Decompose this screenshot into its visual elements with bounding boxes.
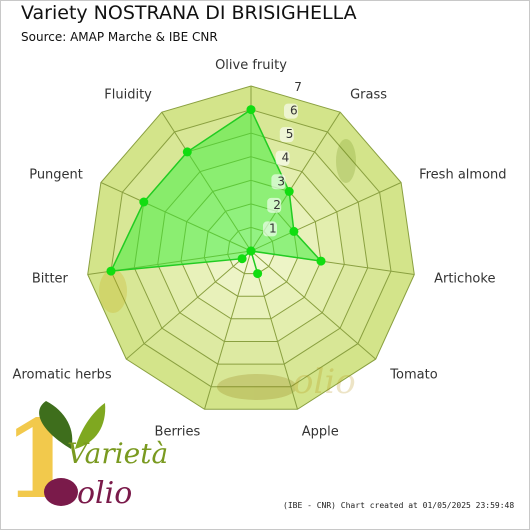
chart-subtitle: Source: AMAP Marche & IBE CNR [21, 30, 218, 44]
tick-label-bg [279, 127, 294, 143]
leaf-left-icon [39, 401, 73, 449]
tick-label: 7 [294, 80, 302, 94]
data-point [182, 147, 192, 157]
axis-label: Apple [302, 424, 339, 439]
logo-word-top: Varietà [67, 437, 168, 470]
axis-label: Fluidity [104, 88, 152, 103]
axis-label: Berries [155, 424, 201, 439]
tick-label: 5 [286, 127, 294, 141]
tick-label: 4 [282, 151, 290, 165]
chart-title: Variety NOSTRANA DI BRISIGHELLA [21, 2, 357, 24]
tick-label-bg [267, 197, 282, 213]
tick-label-bg [271, 174, 286, 190]
tick-label-bg [275, 150, 290, 166]
axis-labels: Olive fruity Grass Fresh almond Artichoke To… [13, 58, 507, 439]
axis-label: Fresh almond [419, 167, 506, 182]
spoke-line [125, 250, 252, 360]
tick-label: 1 [269, 221, 277, 235]
data-point [289, 226, 299, 236]
logo-olive-icon [44, 478, 78, 506]
tick-label-bg [263, 221, 277, 237]
axis-label: Bitter [32, 272, 69, 287]
logo-word-bottom: olio [77, 476, 132, 511]
axis-label: Pungent [29, 167, 83, 182]
axis-label: Tomato [389, 368, 437, 383]
radial-tick-labels: 1 2 3 4 5 6 7 [263, 80, 303, 237]
data-point [237, 254, 247, 264]
tick-label: 2 [273, 198, 281, 212]
axis-label: Grass [350, 88, 387, 103]
data-point [316, 256, 326, 266]
axis-label: Artichoke [434, 272, 495, 287]
axis-label: Aromatic herbs [13, 368, 112, 383]
data-point [246, 246, 256, 256]
data-point [246, 105, 256, 115]
data-point [253, 269, 263, 279]
data-point [284, 187, 294, 196]
spoke-line [204, 250, 252, 410]
data-point [106, 266, 116, 276]
axis-label: Olive fruity [215, 58, 287, 73]
chart-credit: (IBE - CNR) Chart created at 01/05/2025 … [283, 501, 515, 510]
leaf-right-icon [75, 403, 106, 449]
watermark-logo: olio [99, 139, 356, 402]
spoke-line [250, 250, 377, 360]
tick-label: 6 [290, 104, 298, 118]
varieta-olio-logo: 1 Varietà olio [3, 397, 168, 521]
data-point [139, 197, 149, 207]
watermark-text: olio [293, 362, 356, 402]
tick-label-bg [284, 103, 298, 119]
tick-label: 3 [277, 174, 285, 188]
tick-label-bg [288, 80, 303, 95]
